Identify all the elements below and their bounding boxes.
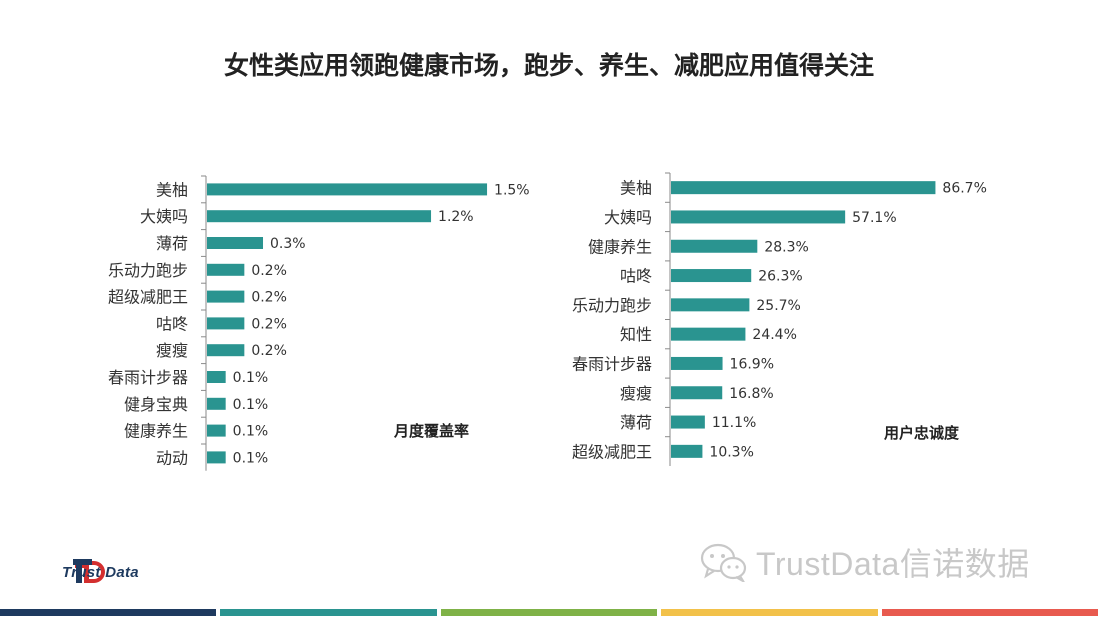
value-label: 0.1% xyxy=(233,370,269,386)
loyalty-bar-chart: 美柚 86.7% 大姨吗 57.1% 健康养生 28.3% 咕咚 26.3% 乐动力跑步 25.7… xyxy=(572,172,987,466)
value-label: 0.2% xyxy=(251,290,287,306)
wechat-icon xyxy=(700,543,747,582)
category-label: 薄荷 xyxy=(156,234,188,253)
category-label: 健身宝典 xyxy=(124,395,188,414)
value-label: 86.7% xyxy=(942,181,986,197)
value-label: 0.2% xyxy=(251,316,287,332)
category-label: 动动 xyxy=(156,448,188,467)
bar xyxy=(207,344,245,357)
value-label: 0.2% xyxy=(251,263,287,279)
footer-stripe xyxy=(220,609,437,616)
bar xyxy=(671,298,750,312)
bar xyxy=(671,181,936,195)
bar xyxy=(207,237,264,249)
coverage-bar-chart: 美柚 1.5% 大姨吗 1.2% 薄荷 0.3% 乐动力跑步 0.2% 超级减肥王 0.2% 咕咚 0… xyxy=(108,175,530,471)
category-label: 乐动力跑步 xyxy=(572,296,652,315)
category-label: 大姨吗 xyxy=(604,208,652,227)
bar xyxy=(671,269,752,283)
bar xyxy=(207,397,226,410)
category-label: 大姨吗 xyxy=(140,207,188,226)
value-label: 0.1% xyxy=(233,424,269,440)
value-label: 57.1% xyxy=(852,210,896,226)
value-label: 28.3% xyxy=(764,239,808,255)
bar xyxy=(671,327,746,341)
watermark: TrustData信诺数据 xyxy=(700,540,1030,584)
bar xyxy=(207,424,226,437)
value-label: 1.5% xyxy=(494,182,530,198)
trustdata-logo xyxy=(73,559,105,583)
category-label: 乐动力跑步 xyxy=(108,261,188,280)
bar xyxy=(207,371,226,383)
bar xyxy=(207,290,245,303)
category-label: 春雨计步器 xyxy=(108,368,188,387)
value-label: 1.2% xyxy=(438,209,474,225)
category-label: 健康养生 xyxy=(588,237,652,256)
category-label: 咕咚 xyxy=(620,267,652,286)
bar xyxy=(671,356,723,370)
value-label: 26.3% xyxy=(758,269,802,285)
chart-title: 用户忠诚度 xyxy=(884,424,960,442)
footer-stripe xyxy=(661,609,878,616)
chart-title: 月度覆盖率 xyxy=(393,422,469,440)
footer-stripe xyxy=(881,609,1098,616)
category-label: 薄荷 xyxy=(620,413,652,432)
category-label: 瘦瘦 xyxy=(156,341,188,360)
category-label: 春雨计步器 xyxy=(572,354,652,373)
page-title: 女性类应用领跑健康市场，跑步、养生、减肥应用值得关注 xyxy=(223,51,874,80)
value-label: 0.1% xyxy=(233,450,269,466)
value-label: 0.3% xyxy=(270,236,306,252)
footer-stripe xyxy=(0,609,217,616)
bar xyxy=(671,239,758,253)
category-label: 超级减肥王 xyxy=(108,288,188,307)
value-label: 11.1% xyxy=(712,415,756,431)
bar xyxy=(207,210,432,223)
bar xyxy=(671,210,846,224)
bar xyxy=(671,444,703,458)
category-label: 健康养生 xyxy=(124,422,188,441)
bar xyxy=(207,317,245,330)
value-label: 16.9% xyxy=(730,356,774,372)
bar xyxy=(207,451,226,464)
value-label: 0.2% xyxy=(251,343,287,359)
logo-text: Trust Data xyxy=(62,564,139,581)
category-label: 美柚 xyxy=(620,179,652,198)
value-label: 25.7% xyxy=(756,298,800,314)
bar xyxy=(207,183,488,196)
bar xyxy=(671,386,723,400)
footer-stripe xyxy=(440,609,658,616)
category-label: 超级减肥王 xyxy=(572,442,652,461)
category-label: 咕咚 xyxy=(156,314,188,333)
category-label: 知性 xyxy=(620,325,652,344)
footer-color-stripes xyxy=(0,609,1098,616)
watermark-text: TrustData信诺数据 xyxy=(756,546,1030,582)
bar xyxy=(671,415,705,429)
value-label: 24.4% xyxy=(752,327,796,343)
value-label: 10.3% xyxy=(709,444,753,460)
category-label: 瘦瘦 xyxy=(620,384,652,403)
category-label: 美柚 xyxy=(156,180,188,199)
value-label: 0.1% xyxy=(233,397,269,413)
value-label: 16.8% xyxy=(729,386,773,402)
bar xyxy=(207,263,245,276)
